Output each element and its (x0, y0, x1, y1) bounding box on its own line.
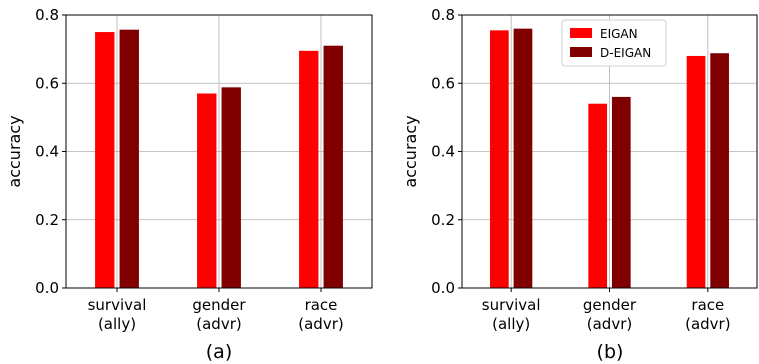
legend: EIGAN D-EIGAN (561, 19, 667, 67)
y-tick-label: 0.2 (35, 211, 59, 229)
y-tick-label: 0.2 (431, 211, 455, 229)
x-tick-label: survival (ally) (482, 296, 541, 333)
y-tick-label: 0.6 (431, 74, 455, 92)
panel-caption: (b) (597, 341, 624, 363)
x-tick-label: gender (advr) (583, 296, 637, 333)
bar-eigan-1 (588, 103, 608, 288)
legend-swatch-d-eigan (570, 47, 592, 57)
chart-panel-1: 0.0 0.2 0.4 0.6 0.8 survival (ally) gender (advr… (5, 6, 373, 363)
bar-d-eigan-2 (710, 53, 729, 288)
x-tick-label: race (advr) (298, 296, 343, 333)
bar-eigan-0 (95, 32, 115, 288)
bar-d-eigan-1 (221, 87, 241, 288)
y-tick-label: 0.8 (431, 6, 455, 24)
y-axis-label: accuracy (5, 115, 24, 187)
y-tick-label: 0.8 (35, 6, 59, 24)
y-tick-label: 0.4 (431, 143, 455, 161)
chart-panel-2: 0.0 0.2 0.4 0.6 0.8 survival (ally) gender (advr… (401, 6, 758, 363)
legend-label-eigan: EIGAN (600, 27, 638, 41)
x-tick-label: gender (advr) (192, 296, 246, 333)
bar-eigan-2 (299, 50, 319, 288)
bar-d-eigan-0 (513, 28, 533, 289)
bar-eigan-1 (197, 93, 217, 288)
x-tick-label: race (advr) (685, 296, 730, 333)
bar-eigan-0 (490, 30, 509, 288)
legend-swatch-eigan (570, 28, 592, 38)
panel-caption: (a) (206, 341, 232, 363)
y-tick-label: 0.4 (35, 143, 59, 161)
legend-label-d-eigan: D-EIGAN (600, 46, 651, 60)
y-tick-label: 0.6 (35, 74, 59, 92)
bar-d-eigan-0 (119, 29, 139, 289)
bar-d-eigan-1 (611, 96, 631, 289)
x-tick-label: survival (ally) (88, 296, 147, 333)
y-axis-label: accuracy (401, 115, 420, 187)
y-tick-label: 0.0 (35, 279, 59, 297)
y-tick-label: 0.0 (431, 279, 455, 297)
bar-d-eigan-2 (323, 45, 343, 289)
bar-eigan-2 (686, 55, 706, 289)
